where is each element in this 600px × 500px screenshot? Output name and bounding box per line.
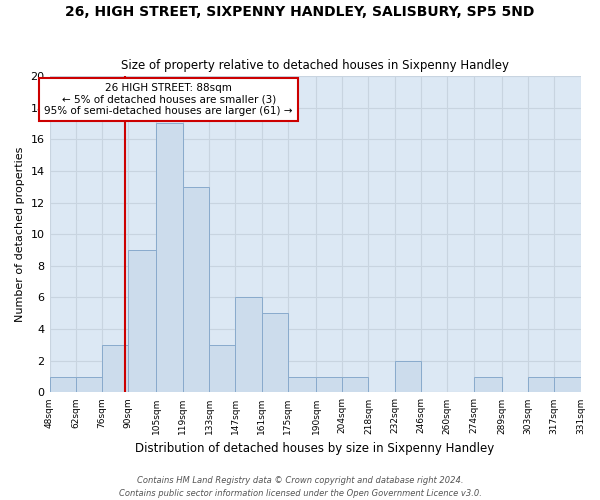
Text: Contains HM Land Registry data © Crown copyright and database right 2024.
Contai: Contains HM Land Registry data © Crown c…: [119, 476, 481, 498]
Bar: [473, 376, 502, 392]
Y-axis label: Number of detached properties: Number of detached properties: [15, 146, 25, 322]
Bar: [128, 250, 157, 392]
X-axis label: Distribution of detached houses by size in Sixpenny Handley: Distribution of detached houses by size …: [136, 442, 494, 455]
Bar: [342, 376, 368, 392]
Bar: [528, 376, 554, 392]
Bar: [183, 186, 209, 392]
Bar: [209, 345, 235, 393]
Bar: [50, 376, 76, 392]
Bar: [316, 376, 342, 392]
Bar: [288, 376, 316, 392]
Bar: [395, 361, 421, 392]
Bar: [102, 345, 128, 393]
Bar: [76, 376, 102, 392]
Bar: [235, 298, 262, 392]
Text: 26, HIGH STREET, SIXPENNY HANDLEY, SALISBURY, SP5 5ND: 26, HIGH STREET, SIXPENNY HANDLEY, SALIS…: [65, 5, 535, 19]
Bar: [554, 376, 581, 392]
Text: 26 HIGH STREET: 88sqm
← 5% of detached houses are smaller (3)
95% of semi-detach: 26 HIGH STREET: 88sqm ← 5% of detached h…: [44, 83, 293, 116]
Bar: [157, 124, 183, 392]
Title: Size of property relative to detached houses in Sixpenny Handley: Size of property relative to detached ho…: [121, 59, 509, 72]
Bar: [262, 314, 288, 392]
